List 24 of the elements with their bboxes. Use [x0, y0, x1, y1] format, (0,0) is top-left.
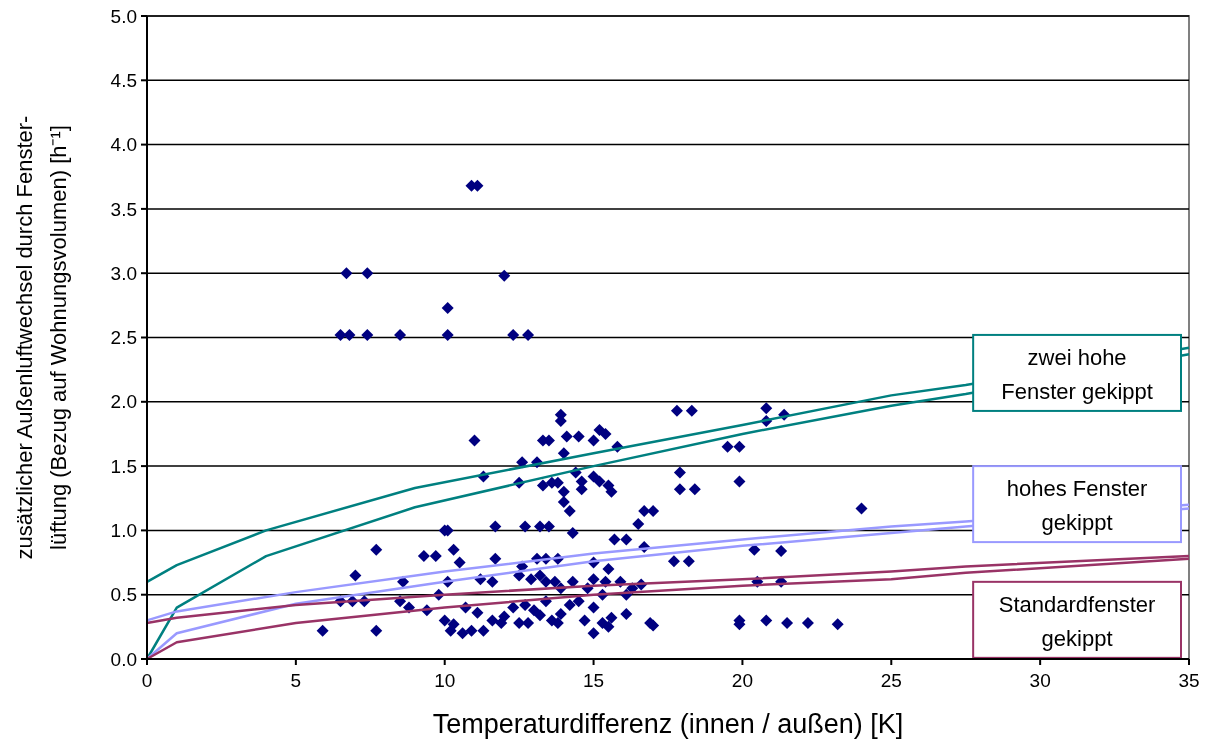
y-tick-label: 1.5 [110, 455, 137, 477]
y-tick-label: 2.5 [110, 327, 137, 349]
y-tick-label: 2.0 [110, 391, 137, 413]
series-label: hohes Fenster gekippt [1006, 476, 1148, 536]
y-tick-label: 3.5 [110, 198, 137, 220]
x-axis-title: Temperaturdifferenz (innen / außen) [K] [432, 709, 904, 739]
series-label: Standardfenster gekippt [998, 591, 1156, 651]
y-axis-title: zusätzlicher Außenluftwechsel durch Fenster- lüftung (Bezug auf Wohnungsvolumen) [h⁻¹] [12, 115, 71, 560]
x-tick-label: 25 [880, 670, 902, 691]
x-tick-label: 5 [290, 670, 302, 691]
x-tick-label: 20 [731, 670, 753, 691]
x-tick-label: 35 [1178, 670, 1200, 691]
x-tick-label: 10 [434, 670, 456, 691]
series-label: zwei hohe Fenster gekippt [1001, 344, 1153, 404]
y-tick-label: 5.0 [110, 5, 137, 27]
y-tick-label: 0.0 [110, 648, 137, 670]
y-tick-label: 0.5 [110, 584, 137, 606]
y-tick-label: 1.0 [110, 520, 137, 542]
y-tick-label: 4.0 [110, 134, 137, 156]
x-tick-label: 30 [1029, 670, 1051, 691]
x-tick-label: 15 [583, 670, 605, 691]
y-tick-label: 4.5 [110, 69, 137, 91]
x-tick-label: 0 [141, 670, 153, 691]
y-tick-label: 3.0 [110, 262, 137, 284]
